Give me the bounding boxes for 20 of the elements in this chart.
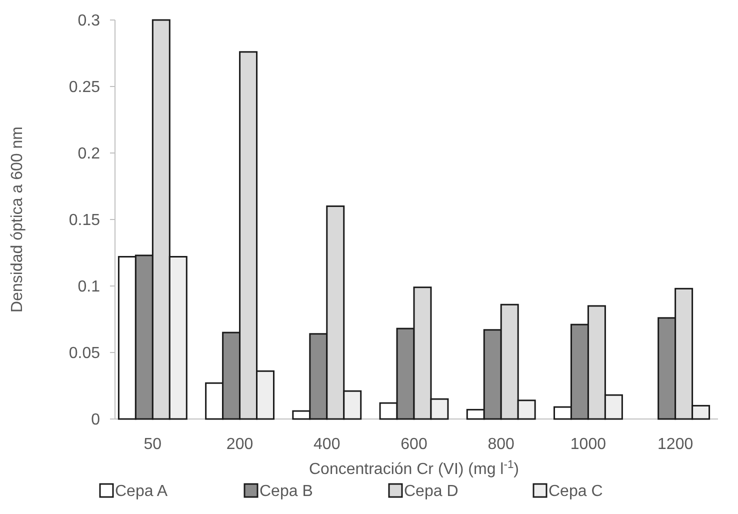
y-tick-label: 0 <box>91 412 100 429</box>
x-tick-label: 800 <box>488 436 515 453</box>
x-tick-label: 50 <box>144 436 162 453</box>
x-axis-title: Concentración Cr (VI) (mg l$^{-1}$) <box>309 459 519 478</box>
y-tick-label: 0.1 <box>78 278 100 296</box>
y-tick-label: 0.25 <box>68 79 100 96</box>
y-tick-label: 0.2 <box>78 146 100 163</box>
y-axis-title: Densidad óptica a 600 nm <box>9 126 26 312</box>
y-tick-label: 0.3 <box>78 12 100 30</box>
x-tick-label: 400 <box>314 436 340 453</box>
y-tick-label: 0.05 <box>68 345 100 362</box>
x-tick-label: 1000 <box>570 436 606 453</box>
legend-label: Cepa B <box>260 483 313 500</box>
legend-label: Cepa C <box>548 483 603 500</box>
y-tick-label: 0.15 <box>68 212 100 230</box>
x-tick-label: 600 <box>400 436 428 453</box>
legend-label: Cepa A <box>115 483 168 500</box>
x-tick-label: 1200 <box>658 436 694 453</box>
x-tick-label: 200 <box>226 436 254 453</box>
legend-label: Cepa D <box>404 483 458 500</box>
